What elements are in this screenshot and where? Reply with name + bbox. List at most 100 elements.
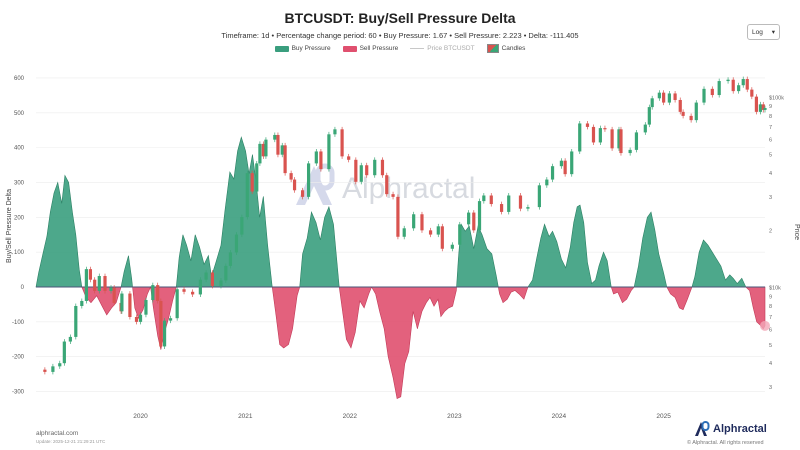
candle-body [264,139,268,157]
candle [97,273,101,294]
candle [43,367,47,375]
candle [737,82,741,94]
scale-select[interactable]: Log ▾ [747,24,780,40]
candle [182,286,186,295]
copyright: © Alphractal. All rights reserved [687,440,764,446]
candle [578,121,582,154]
candle-body [228,252,233,266]
candle-body [373,159,377,176]
candle [373,157,377,178]
legend-item-buy-pressure[interactable]: Buy Pressure [274,44,331,53]
chart-title: BTCUSDT: Buy/Sell Pressure Delta [284,10,516,26]
candle-body [391,194,395,197]
candle [261,141,265,159]
y2-tick-label: 7 [769,315,772,321]
candle [634,129,639,153]
y2-tick-label: 9 [769,294,772,300]
candle [499,201,504,215]
y2-tick-label: 9 [769,104,772,110]
y2-tick-label: 3 [769,385,772,391]
candle [175,286,179,321]
candle-body [628,149,632,154]
candle-body [97,276,101,291]
candle-body [603,128,607,130]
candle-body [88,269,93,280]
candle-body [619,129,623,154]
candle [58,360,62,369]
candle [628,147,632,156]
y-tick-label: -100 [12,320,25,326]
candle [51,363,55,375]
y2-axis-label: Price [793,224,800,240]
candle-body [84,269,88,301]
candle [745,76,749,93]
candle-body [458,224,462,245]
candle-body [650,98,654,108]
candle-body [745,79,749,90]
candle-body [210,272,214,286]
candle-body [710,88,714,96]
candle [162,318,167,349]
candle [365,162,369,178]
candle-body [80,300,84,306]
legend-item-candles[interactable]: Candles [486,44,525,53]
y2-tick-label: 8 [769,114,772,120]
legend-item-sell-pressure[interactable]: Sell Pressure [342,44,398,53]
candle [763,105,767,113]
candle-body [591,126,596,143]
candle [234,232,239,255]
candle-body [340,129,344,157]
candle [128,291,132,320]
candle-body [280,145,284,155]
candle-body [681,111,685,116]
candle-body [300,190,305,197]
chart-subtitle: Timeframe: 1d • Percentage change period… [221,31,579,40]
candle [255,160,259,195]
candle [681,109,685,119]
candles [43,76,767,375]
candle-body [159,300,163,347]
candle [657,90,661,101]
candle-body [758,104,763,112]
candle-body [563,160,567,175]
candle [450,242,454,252]
candle-body [306,163,311,197]
candle [204,270,208,283]
candle-body [219,280,223,286]
candle [420,211,424,233]
y2-tick-label: 5 [769,343,772,349]
candle [750,87,754,100]
candle-body [559,160,564,167]
candle [191,289,195,297]
candle-body [402,228,406,237]
candle [477,198,482,233]
candle-body [678,99,682,112]
price-line-swatch [410,48,425,49]
candle [726,77,730,84]
x-tick-label: 2024 [552,413,567,420]
candle [537,182,541,210]
candle [134,314,139,325]
candle-body [319,151,323,170]
footer-site[interactable]: alphractal.com [36,430,79,437]
legend-item-price[interactable]: Price BTCUSDT [410,44,475,53]
candle [667,91,671,106]
y-tick-label: 600 [14,76,25,82]
candle-body [545,179,549,186]
y2-tick-label: 6 [769,138,772,144]
candle-body [276,134,280,155]
candle-body [694,102,698,121]
candle-body [93,279,97,291]
y-tick-label: 200 [14,215,25,221]
candle-body [182,289,186,292]
candle [610,126,614,151]
candle [467,210,471,227]
candle-body [134,317,139,322]
candle [273,132,277,143]
alphractal-logo-icon [296,163,335,205]
candle-body [585,123,590,127]
candle [264,137,268,159]
candle-body [467,212,471,225]
candle [559,158,564,169]
candle [550,163,555,183]
